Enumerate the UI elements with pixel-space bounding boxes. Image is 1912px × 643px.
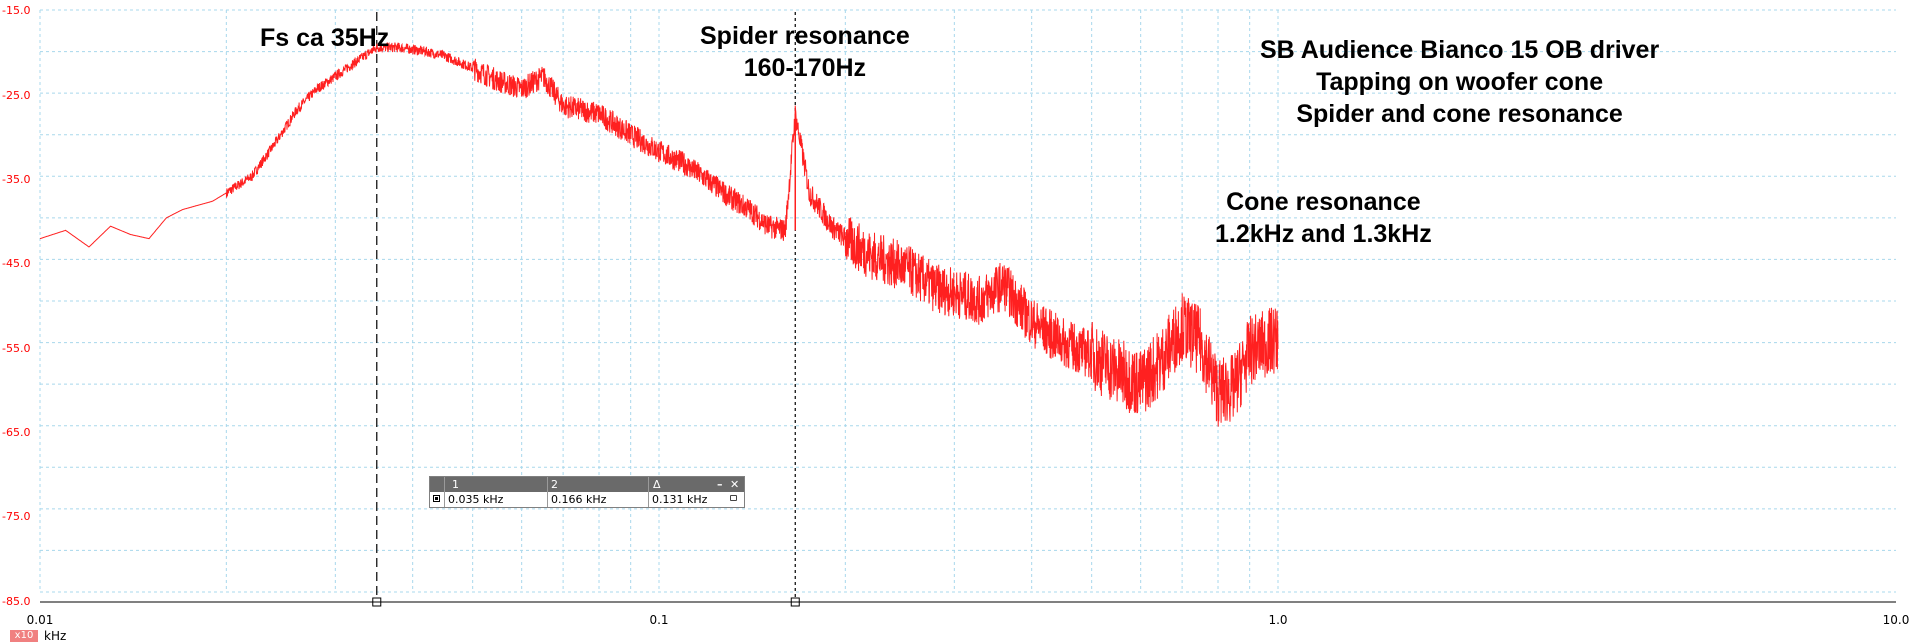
annotation-driver-title: SB Audience Bianco 15 OB driver Tapping … <box>1260 36 1660 128</box>
cursor-readout-header[interactable]: 1 2 Δ – ✕ <box>430 477 744 492</box>
y-tick-label: -45.0 <box>2 257 31 270</box>
delta-value: 0.131 kHz <box>652 493 708 506</box>
minimize-icon[interactable]: – <box>717 478 723 491</box>
column-divider <box>648 477 649 507</box>
y-tick-label: -75.0 <box>2 510 31 523</box>
annotation-fs: Fs ca 35Hz <box>260 24 390 52</box>
spectrum-series <box>39 41 1279 427</box>
scale-badge[interactable]: x10 <box>10 630 38 642</box>
cursor-readout-panel[interactable]: 1 2 Δ – ✕ 0.035 kHz 0.166 kHz 0.131 kHz <box>429 476 745 508</box>
x-tick-label: 10.0 <box>1882 613 1910 627</box>
annotation-spider-resonance: Spider resonance 160-170Hz <box>700 22 910 82</box>
y-tick-label: -25.0 <box>2 89 31 102</box>
annotation-cone-resonance: Cone resonance 1.2kHz and 1.3kHz <box>1215 188 1432 248</box>
spectrum-line <box>39 41 1279 427</box>
close-icon[interactable]: ✕ <box>730 478 740 491</box>
y-tick-label: -85.0 <box>2 595 31 608</box>
y-tick-label: -35.0 <box>2 173 31 186</box>
y-tick-label: -65.0 <box>2 426 31 439</box>
chart-grid <box>39 9 1896 593</box>
cursor-lines[interactable] <box>372 12 800 607</box>
delta-header: Δ <box>653 478 661 491</box>
cursor-1-header: 1 <box>452 478 459 491</box>
cursor-2-header: 2 <box>551 478 558 491</box>
cursor-marker-icon-inner <box>435 497 438 500</box>
cursor-readout-values: 0.035 kHz 0.166 kHz 0.131 kHz <box>430 492 744 507</box>
y-tick-label: -55.0 <box>2 342 31 355</box>
x-axis-unit: kHz <box>44 629 67 643</box>
x-tick-label: 0.01 <box>26 613 54 627</box>
cursor-1-value: 0.035 kHz <box>448 493 504 506</box>
cursor-2-value: 0.166 kHz <box>551 493 607 506</box>
column-divider <box>547 477 548 507</box>
y-tick-label: -15.0 <box>2 4 31 17</box>
lock-icon[interactable] <box>730 495 737 501</box>
column-divider <box>444 477 445 507</box>
x-tick-label: 1.0 <box>1268 613 1288 627</box>
x-tick-label: 0.1 <box>649 613 669 627</box>
